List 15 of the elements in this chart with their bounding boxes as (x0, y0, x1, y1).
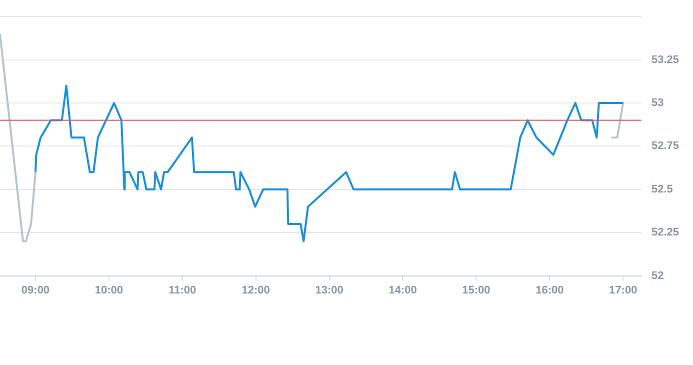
x-tick-label: 10:00 (94, 284, 123, 296)
x-tick-label: 17:00 (609, 284, 638, 296)
x-tick-label: 15:00 (462, 284, 490, 296)
x-tick-label: 09:00 (21, 284, 50, 296)
y-tick-label: 52.75 (651, 140, 680, 152)
y-tick-label: 53 (651, 97, 664, 110)
y-tick-label: 53.25 (651, 54, 680, 66)
y-tick-label: 52.25 (651, 226, 680, 239)
y-tick-label: 52.5 (651, 183, 673, 196)
x-tick-label: 14:00 (388, 284, 417, 296)
x-tick-label: 13:00 (315, 284, 344, 296)
x-tick-label: 16:00 (536, 284, 564, 296)
x-tick-label: 11:00 (168, 284, 196, 296)
x-tick-label: 12:00 (242, 284, 270, 296)
y-tick-label: 52 (651, 270, 664, 282)
